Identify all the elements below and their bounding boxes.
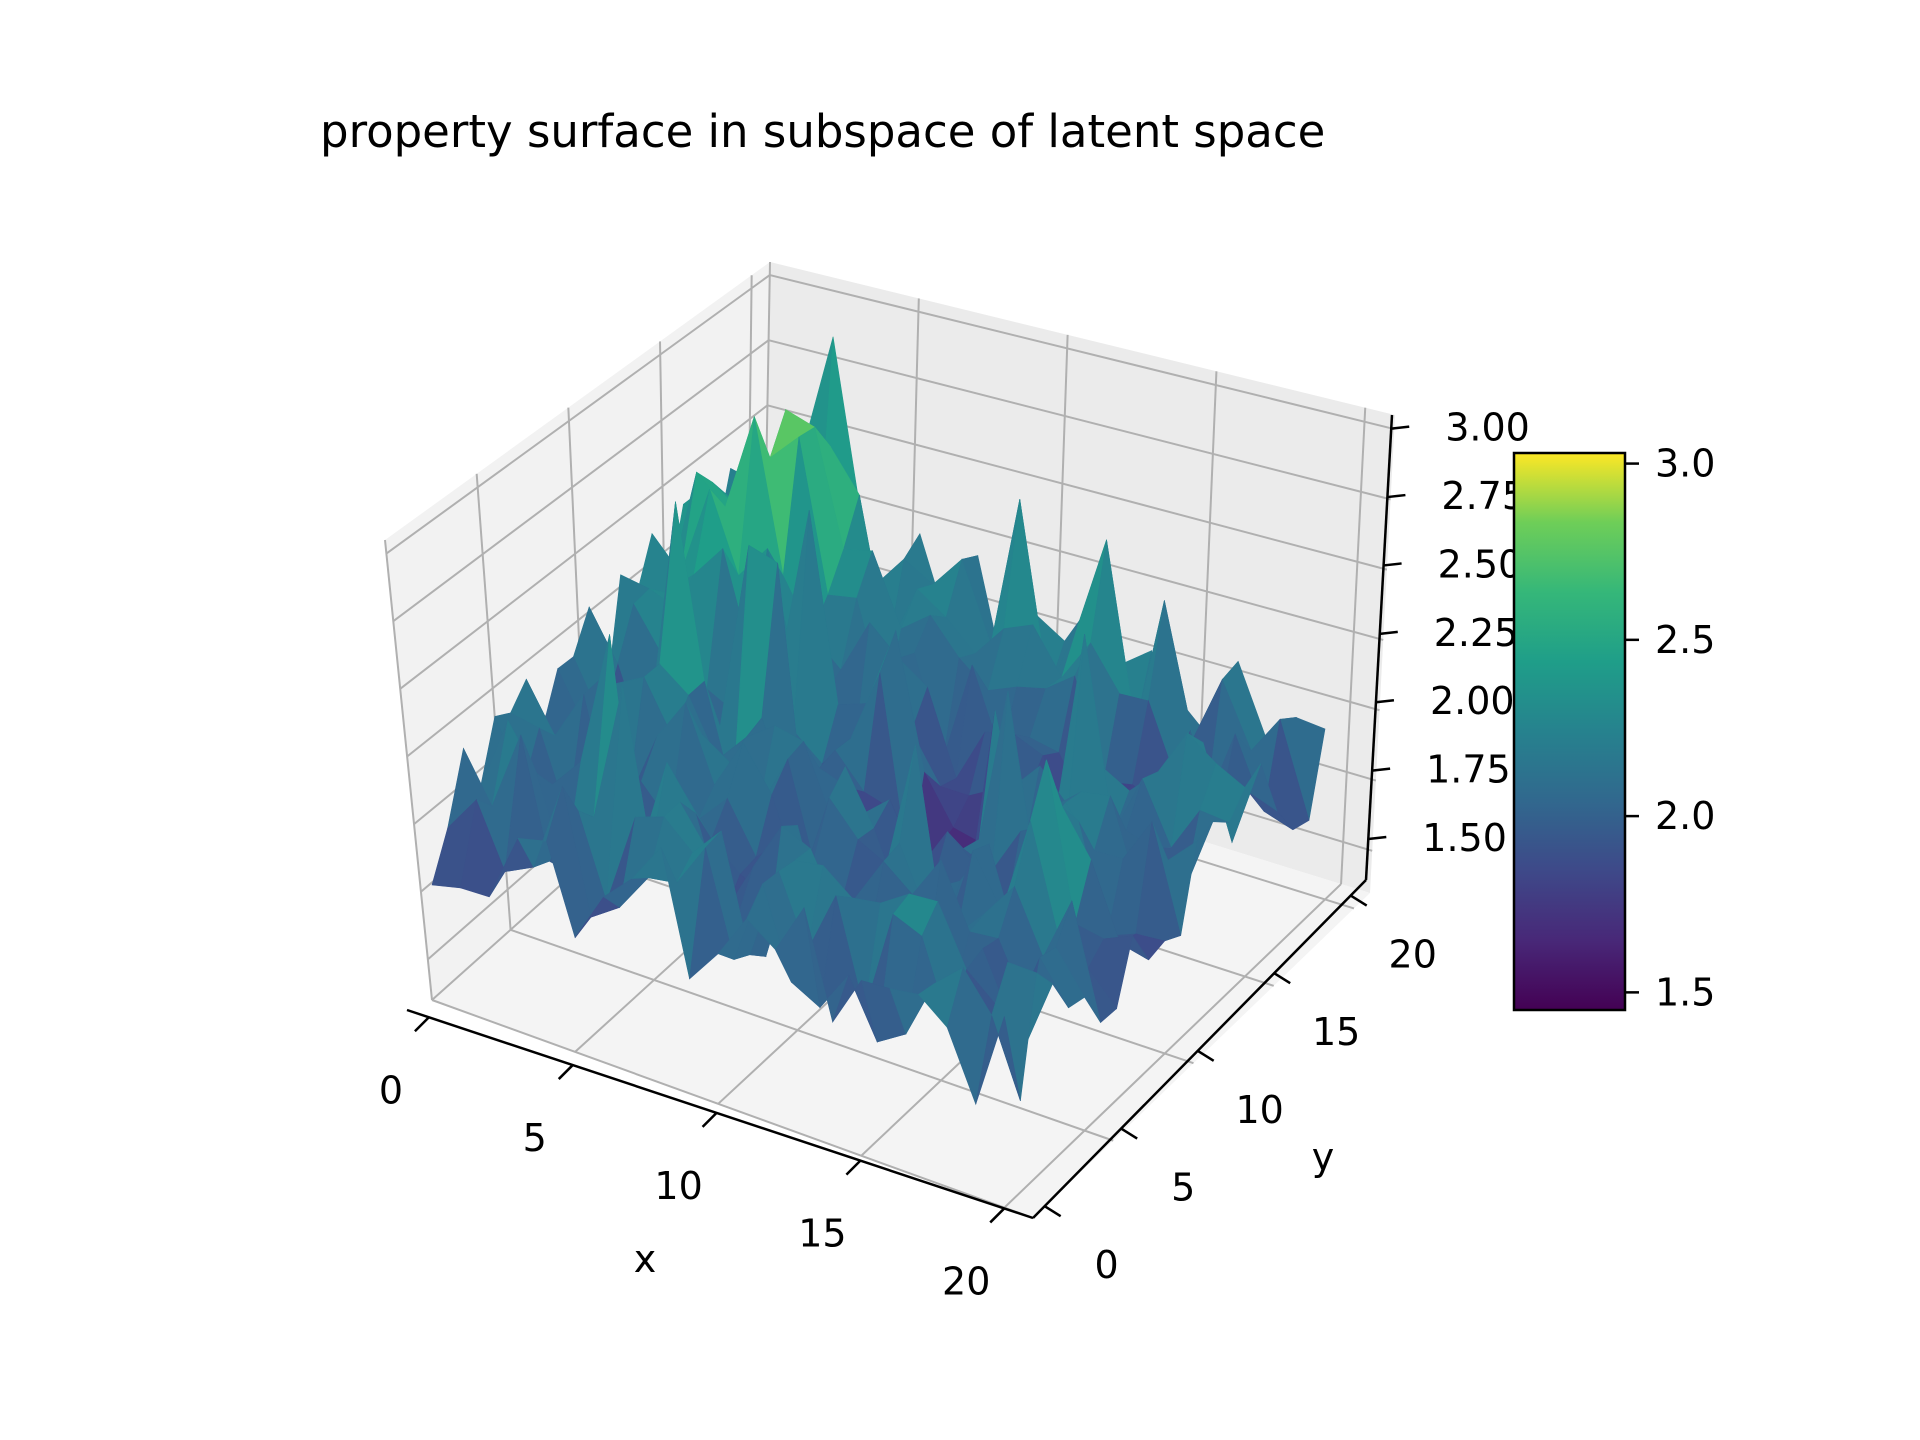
colorbar-frame [1512, 451, 1627, 1012]
y-tick-label: 0 [1095, 1243, 1119, 1287]
axis-lines [406, 414, 1394, 1220]
back-gridline-x [1340, 407, 1367, 885]
z-tick-mark [1379, 630, 1398, 636]
colorbar-ticks: 1.5 2.0 2.5 3.0 [1625, 442, 1715, 1014]
colorbar: 1.5 2.0 2.5 3.0 [1512, 442, 1715, 1014]
y-tick-mark [1120, 1127, 1138, 1140]
z-tick-label: 2.50 [1438, 542, 1523, 586]
z-tick-label: 1.75 [1426, 748, 1511, 792]
y-axis-label: y [1312, 1135, 1335, 1179]
y-tick-mark [1043, 1205, 1062, 1218]
z-axis-ticks: 1.50 1.75 2.00 2.25 2.50 2.75 3.00 [1368, 406, 1530, 860]
z-tick-mark [1375, 698, 1395, 704]
x-tick-mark [845, 1159, 862, 1176]
z-tick-mark [1383, 562, 1402, 567]
y-tick-mark [1350, 894, 1368, 907]
colorbar-tick-label: 2.0 [1655, 794, 1715, 838]
z-gridline [392, 339, 1391, 622]
y-axis-line [1032, 879, 1367, 1219]
z-tick-mark [1368, 835, 1387, 841]
colorbar-tick-label: 1.5 [1655, 970, 1715, 1014]
y-tick-mark [1197, 1049, 1215, 1062]
x-tick-label: 10 [654, 1164, 702, 1208]
x-tick-label: 15 [798, 1212, 846, 1256]
surface [431, 336, 1326, 1106]
x-axis-line [406, 1008, 1034, 1220]
plot-3d: 0 5 10 15 20 0 5 10 15 20 1.50 1.75 2.00 2.25 2.50 2.… [379, 261, 1530, 1303]
x-tick-label: 5 [523, 1116, 547, 1160]
floor-gridline-y [431, 999, 1034, 1219]
z-gridline [399, 404, 1388, 690]
colorbar-tick-label: 2.5 [1655, 618, 1715, 662]
y-tick-label: 15 [1312, 1010, 1360, 1054]
z-tick-label: 2.75 [1441, 474, 1526, 518]
z-tick-label: 3.00 [1445, 406, 1530, 450]
z-tick-label: 1.50 [1422, 816, 1507, 860]
z-tick-mark [1387, 493, 1406, 499]
z-axis-line [1364, 414, 1394, 881]
y-axis-ticks: 0 5 10 15 20 [1043, 894, 1437, 1287]
y-tick-mark [1273, 972, 1291, 985]
z-tick-mark [1391, 425, 1410, 430]
x-tick-mark [414, 1016, 430, 1033]
chart-title: property surface in subspace of latent s… [320, 105, 1325, 158]
x-axis-label: x [634, 1237, 657, 1281]
colorbar-gradient [1514, 453, 1625, 1010]
y-tick-label: 20 [1389, 933, 1437, 977]
colorbar-tick-label: 3.0 [1655, 442, 1715, 486]
z-tick-label: 2.25 [1434, 611, 1519, 655]
z-gridline [385, 273, 1395, 555]
x-tick-mark [557, 1064, 574, 1080]
x-tick-label: 0 [379, 1068, 403, 1112]
z-tick-mark [1371, 767, 1391, 772]
x-tick-mark [989, 1207, 1006, 1224]
surface-facet [975, 1015, 1021, 1105]
side-gridline-y [384, 539, 433, 1001]
x-tick-label: 20 [942, 1259, 990, 1303]
z-tick-label: 2.00 [1430, 679, 1515, 723]
floor-gridline-y [510, 928, 1114, 1142]
floor-gridline-x [1003, 883, 1342, 1209]
x-tick-mark [701, 1111, 718, 1128]
y-tick-label: 5 [1171, 1166, 1195, 1210]
x-axis-ticks: 0 5 10 15 20 [379, 1016, 1006, 1303]
y-tick-label: 10 [1235, 1088, 1283, 1132]
